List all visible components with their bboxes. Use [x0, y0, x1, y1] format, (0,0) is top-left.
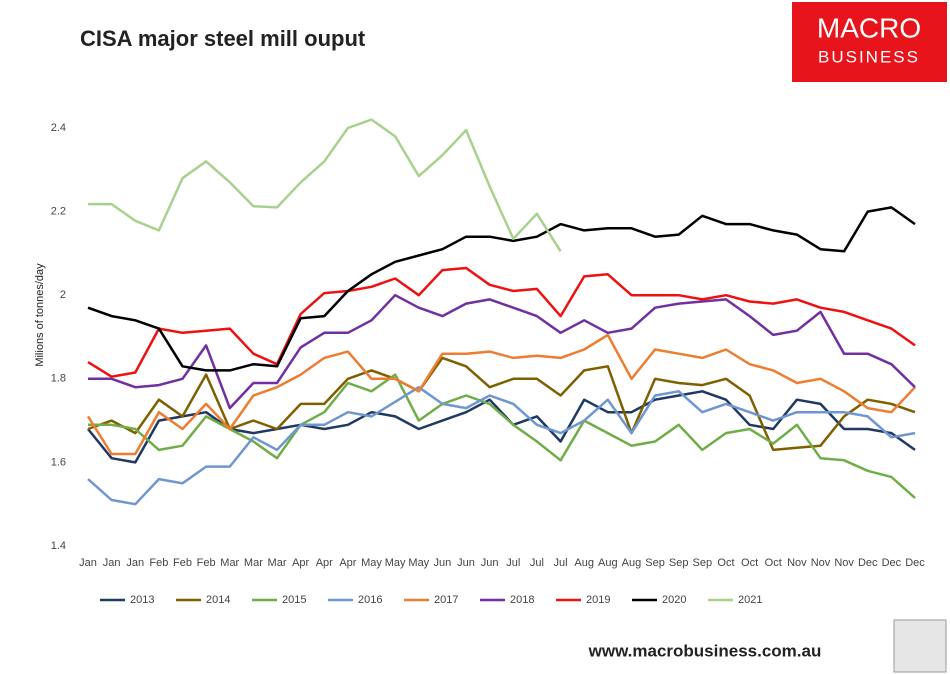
- x-tick-label: Dec: [882, 557, 902, 569]
- series-line: [87, 356, 916, 452]
- chart-title: CISA major steel mill ouput: [80, 26, 366, 51]
- x-tick-label: Feb: [149, 557, 168, 569]
- x-tick-label: Feb: [173, 557, 192, 569]
- x-tick-label: Nov: [787, 557, 807, 569]
- legend-label: 2016: [358, 594, 382, 606]
- footer: www.macrobusiness.com.au: [588, 641, 822, 660]
- x-tick-label: Sep: [645, 557, 665, 569]
- x-tick-label: Apr: [316, 557, 333, 569]
- x-tick-label: Jul: [506, 557, 520, 569]
- series-line: [88, 118, 562, 252]
- x-tick-label: May: [385, 557, 406, 569]
- x-tick-label: Oct: [717, 557, 734, 569]
- x-tick-label: Jun: [434, 557, 452, 569]
- x-tick-label: Sep: [669, 557, 689, 569]
- x-tick-label: Jul: [530, 557, 544, 569]
- series-line: [87, 206, 916, 372]
- logo-text: BUSINESS: [818, 47, 920, 66]
- y-tick-label: 1.6: [51, 456, 66, 468]
- x-tick-label: Mar: [220, 557, 239, 569]
- y-axis-label: Milions of tonnes/day: [34, 263, 46, 367]
- legend-label: 2018: [510, 594, 534, 606]
- x-tick-label: Oct: [741, 557, 758, 569]
- x-tick-label: Mar: [244, 557, 263, 569]
- x-tick-label: Aug: [622, 557, 642, 569]
- logo-box: [792, 2, 947, 82]
- x-tick-label: Oct: [765, 557, 782, 569]
- x-tick-label: Nov: [834, 557, 854, 569]
- x-tick-label: Jan: [103, 557, 121, 569]
- x-tick-label: May: [408, 557, 429, 569]
- x-tick-label: Dec: [858, 557, 878, 569]
- x-tick-label: Dec: [905, 557, 925, 569]
- logo-text: MACRO: [817, 12, 921, 43]
- x-tick-label: Nov: [811, 557, 831, 569]
- legend-label: 2021: [738, 594, 762, 606]
- series-line: [88, 293, 916, 410]
- x-tick-label: Aug: [598, 557, 618, 569]
- x-tick-label: May: [361, 557, 382, 569]
- y-tick-label: 1.8: [51, 373, 66, 385]
- series-line: [87, 266, 916, 378]
- x-tick-label: Feb: [197, 557, 216, 569]
- x-tick-label: Apr: [292, 557, 309, 569]
- series-line: [87, 385, 916, 506]
- x-tick-label: Jun: [481, 557, 499, 569]
- y-tick-label: 1.4: [51, 540, 66, 552]
- legend-label: 2020: [662, 594, 686, 606]
- legend-label: 2019: [586, 594, 610, 606]
- x-tick-label: Mar: [268, 557, 287, 569]
- x-tick-label: Apr: [339, 557, 356, 569]
- y-tick-label: 2.4: [51, 122, 66, 134]
- legend-label: 2013: [130, 594, 154, 606]
- y-tick-label: 2.2: [51, 206, 66, 218]
- x-tick-label: Jul: [554, 557, 568, 569]
- series-line: [86, 333, 916, 456]
- series-line: [87, 390, 916, 464]
- legend-label: 2017: [434, 594, 458, 606]
- x-tick-label: Jan: [79, 557, 97, 569]
- x-tick-label: Jan: [126, 557, 144, 569]
- x-tick-label: Jun: [457, 557, 475, 569]
- legend-label: 2015: [282, 594, 306, 606]
- series-line: [88, 373, 916, 499]
- y-tick-label: 2: [60, 289, 66, 301]
- logo-icon: [893, 619, 947, 673]
- legend-label: 2014: [206, 594, 230, 606]
- x-tick-label: Aug: [574, 557, 594, 569]
- x-tick-label: Sep: [693, 557, 713, 569]
